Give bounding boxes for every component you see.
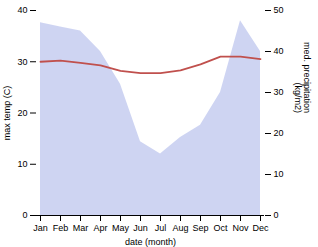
svg-text:20: 20 [274,128,284,138]
svg-text:50: 50 [274,5,284,15]
svg-text:May: May [112,223,130,233]
svg-text:Apr: Apr [93,223,107,233]
svg-text:Nov: Nov [232,223,249,233]
svg-text:40: 40 [274,46,284,56]
svg-text:Jul: Jul [155,223,167,233]
svg-text:Dec: Dec [252,223,269,233]
svg-text:30: 30 [17,57,27,67]
svg-text:date (month): date (month) [125,237,176,247]
svg-text:30: 30 [274,87,284,97]
svg-text:0: 0 [22,210,27,220]
svg-text:Mar: Mar [73,223,89,233]
svg-text:med. precipitation(kg/m2): med. precipitation(kg/m2) [293,42,312,113]
svg-text:Sep: Sep [192,223,208,233]
svg-text:20: 20 [17,108,27,118]
svg-text:10: 10 [274,169,284,179]
svg-text:Feb: Feb [53,223,69,233]
svg-text:max temp (C): max temp (C) [2,86,12,141]
svg-text:0: 0 [274,210,279,220]
svg-text:Oct: Oct [213,223,228,233]
svg-text:Aug: Aug [172,223,188,233]
svg-text:Jun: Jun [133,223,148,233]
svg-text:10: 10 [17,159,27,169]
svg-text:Jan: Jan [33,223,48,233]
svg-text:40: 40 [17,5,27,15]
